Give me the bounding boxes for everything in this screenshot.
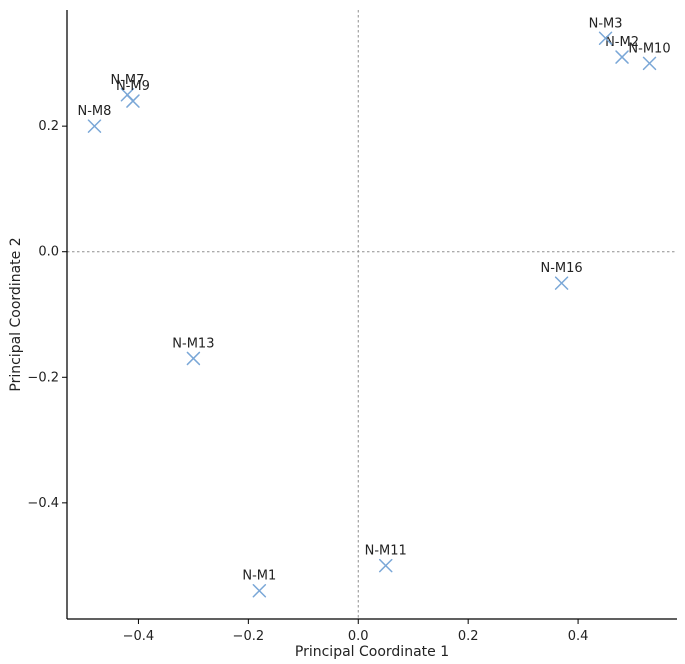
x-tick-label: −0.4: [123, 629, 155, 644]
point-label: N-M8: [78, 104, 112, 119]
point-label: N-M7: [110, 73, 144, 88]
y-tick-label: −0.4: [27, 496, 59, 511]
point-label: N-M2: [605, 35, 639, 50]
data-point-n-m1: [252, 583, 267, 598]
point-label: N-M13: [172, 336, 214, 351]
point-label: N-M11: [365, 544, 407, 559]
y-tick-label: 0.2: [38, 119, 59, 134]
point-marker-stroke: [615, 50, 629, 64]
x-tick-label: 0.0: [348, 629, 369, 644]
point-label: N-M9: [116, 79, 150, 94]
y-tick-label: −0.2: [27, 370, 59, 385]
x-tick-label: 0.4: [568, 629, 589, 644]
data-point-n-m16: [554, 276, 569, 290]
y-axis-label: Principal Coordinate 2: [8, 237, 24, 391]
point-label: N-M1: [242, 569, 276, 584]
point-marker-stroke: [598, 31, 613, 46]
point-marker-stroke: [554, 276, 569, 290]
y-tick-label: 0.0: [38, 245, 59, 260]
x-tick-label: 0.2: [458, 629, 479, 644]
point-marker-stroke: [186, 351, 201, 366]
point-label: N-M16: [541, 261, 583, 276]
data-point-n-m3: [598, 31, 613, 46]
point-marker-stroke: [126, 94, 140, 108]
data-point-n-m11: [378, 558, 393, 573]
data-point-n-m2: [615, 50, 629, 64]
x-axis-label: Principal Coordinate 1: [295, 644, 449, 660]
data-point-n-m10: [642, 56, 657, 71]
point-marker-stroke: [642, 56, 657, 71]
point-marker-stroke: [87, 119, 102, 133]
data-point-n-m8: [87, 119, 102, 133]
point-label: N-M10: [628, 41, 670, 56]
point-label: N-M3: [589, 16, 623, 31]
x-tick-label: −0.2: [233, 629, 265, 644]
plot-layer: N-M1 N-M2 N-M3 N-M7 N-M8 N-M9 N-M10 N-M11 N-M13 N…: [67, 10, 677, 619]
axes-layer: −0.4 −0.2 0.0 0.2 0.4 −0.4 −0.2 0.0 0.2: [27, 10, 677, 644]
point-marker-stroke: [252, 583, 267, 598]
data-point-n-m9: [126, 94, 140, 108]
labels-layer: Principal Coordinate 1 Principal Coordin…: [8, 237, 449, 660]
data-point-n-m13: [186, 351, 201, 366]
point-marker-stroke: [378, 558, 393, 573]
